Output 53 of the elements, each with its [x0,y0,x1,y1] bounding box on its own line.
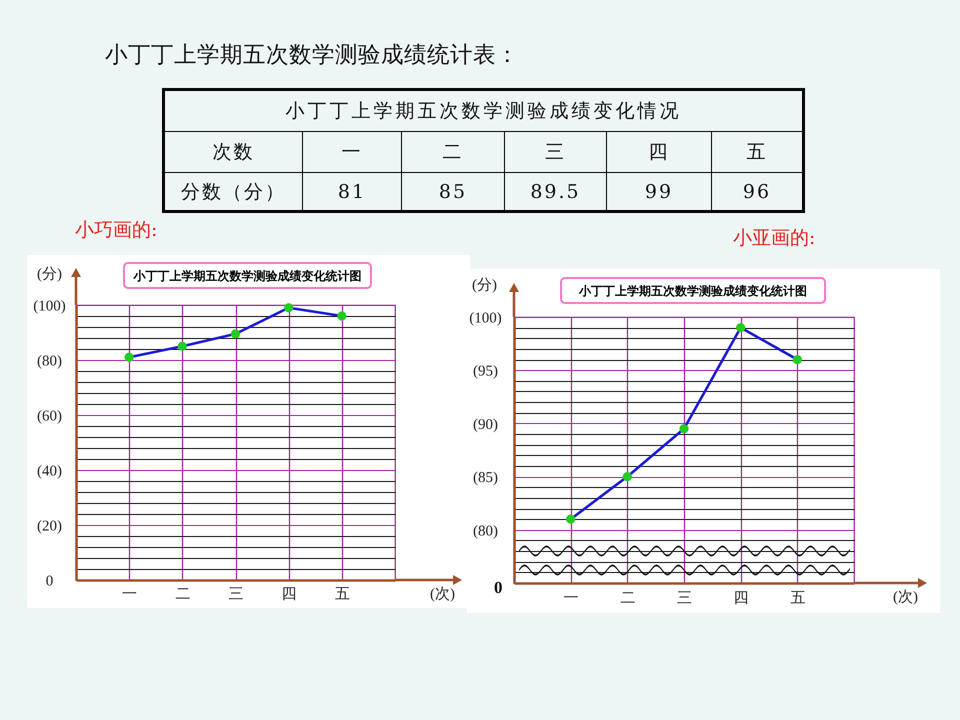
text: 次数 [164,132,302,172]
y-axis-title: (分) [37,266,62,282]
category-label: 三 [504,132,606,172]
point [124,352,134,362]
y-tick-label: (80) [37,354,62,370]
chart-title: 小丁丁上学期五次数学测验成绩变化统计图 [579,282,807,298]
text: 小丁丁上学期五次数学测验成绩统计表： [105,41,519,70]
category-label: 五 [712,132,804,172]
data-label: 89.5 [504,172,606,212]
point [178,342,187,351]
category-label: 二 [402,132,504,172]
y-tick-label: (95) [473,364,498,380]
point [679,424,689,434]
x-tick-label: 五 [334,586,350,602]
y-tick-label: (40) [37,464,62,480]
point [792,354,802,364]
text: 分数（分） [164,172,302,212]
data-label: 85 [402,172,504,212]
y-tick-label: (100) [469,310,502,326]
x-tick-label: 二 [175,586,190,602]
y-tick-label: (20) [37,518,62,534]
x-tick-label: 三 [677,590,692,606]
y-tick-label: (100) [33,298,66,314]
x-tick-label: 四 [282,586,297,602]
x-tick-label: 五 [790,590,806,606]
data-label: 81 [302,172,402,212]
y-tick-label: (85) [473,470,498,486]
x-tick-label: 二 [620,590,636,606]
x-axis-title: (次) [893,590,918,606]
x-axis-title: (次) [430,586,455,602]
point [566,514,576,524]
x-tick-label: 一 [122,586,138,602]
point [284,303,294,312]
y-tick-label: (90) [473,416,498,433]
point [622,472,632,482]
x-tick-label: 一 [564,590,579,606]
text: 小巧画的: [75,218,158,243]
category-label: 一 [302,132,402,172]
y-tick-label: (80) [473,523,498,540]
point [230,329,240,338]
category-label: 四 [606,132,712,172]
point [736,323,746,332]
chart-title: 小丁丁上学期五次数学测验成绩变化统计图 [134,268,362,284]
data-label: 99 [606,172,712,212]
y-tick-label: (60) [37,408,62,424]
text: 小丁丁上学期五次数学测验成绩变化情况 [164,90,804,132]
y-tick-label: 0 [46,574,54,590]
x-tick-label: 三 [228,586,244,602]
y-axis-title: (分) [472,276,497,294]
x-tick-label: 四 [734,590,749,606]
data-label: 96 [712,172,804,212]
point [337,311,346,321]
text: 小亚画的: [733,226,816,251]
